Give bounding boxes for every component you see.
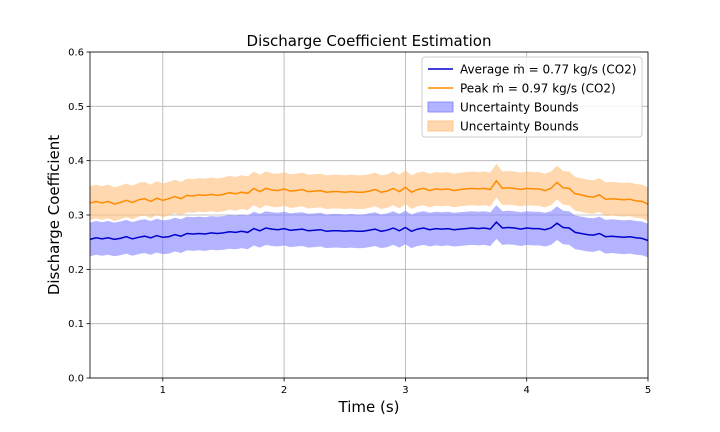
series-lines: [89, 179, 649, 242]
y-tick-label: 0.6: [68, 48, 84, 59]
uncertainty-band-2: [90, 163, 648, 221]
x-tick-label: 3: [402, 385, 408, 396]
y-tick-label: 0.5: [68, 102, 84, 113]
x-tick-label: 4: [524, 385, 530, 396]
legend-label: Average ṁ = 0.77 kg/s (CO2): [460, 63, 637, 77]
y-tick-label: 0.3: [68, 211, 84, 222]
legend-label: Peak ṁ = 0.97 kg/s (CO2): [460, 82, 616, 96]
y-axis-label: Discharge Coefficient: [45, 135, 63, 295]
x-axis-label: Time (s): [338, 398, 400, 416]
axis-ticks: 1 2 3 4 5 0.0 0.1 0.2 0.3 0.4 0.5 0.6: [68, 48, 651, 397]
legend-patch-swatch: [427, 120, 454, 132]
legend: Average ṁ = 0.77 kg/s (CO2) Peak ṁ = 0.97…: [421, 56, 643, 138]
y-tick-label: 0.4: [68, 156, 84, 167]
series-line-1: [89, 221, 649, 242]
y-tick-label: 0.0: [68, 374, 84, 385]
x-tick-label: 5: [645, 385, 651, 396]
chart-title: Discharge Coefficient Estimation: [247, 32, 492, 50]
series-line-2: [89, 179, 649, 205]
y-tick-label: 0.1: [68, 319, 84, 330]
legend-box: [421, 56, 643, 138]
y-tick-label: 0.2: [68, 265, 84, 276]
uncertainty-band-1: [90, 205, 648, 258]
uncertainty-bands: [90, 163, 648, 258]
x-tick-label: 1: [160, 385, 166, 396]
legend-patch-swatch: [427, 101, 454, 113]
x-tick-label: 2: [281, 385, 287, 396]
legend-label: Uncertainty Bounds: [460, 120, 579, 134]
legend-label: Uncertainty Bounds: [460, 101, 579, 115]
